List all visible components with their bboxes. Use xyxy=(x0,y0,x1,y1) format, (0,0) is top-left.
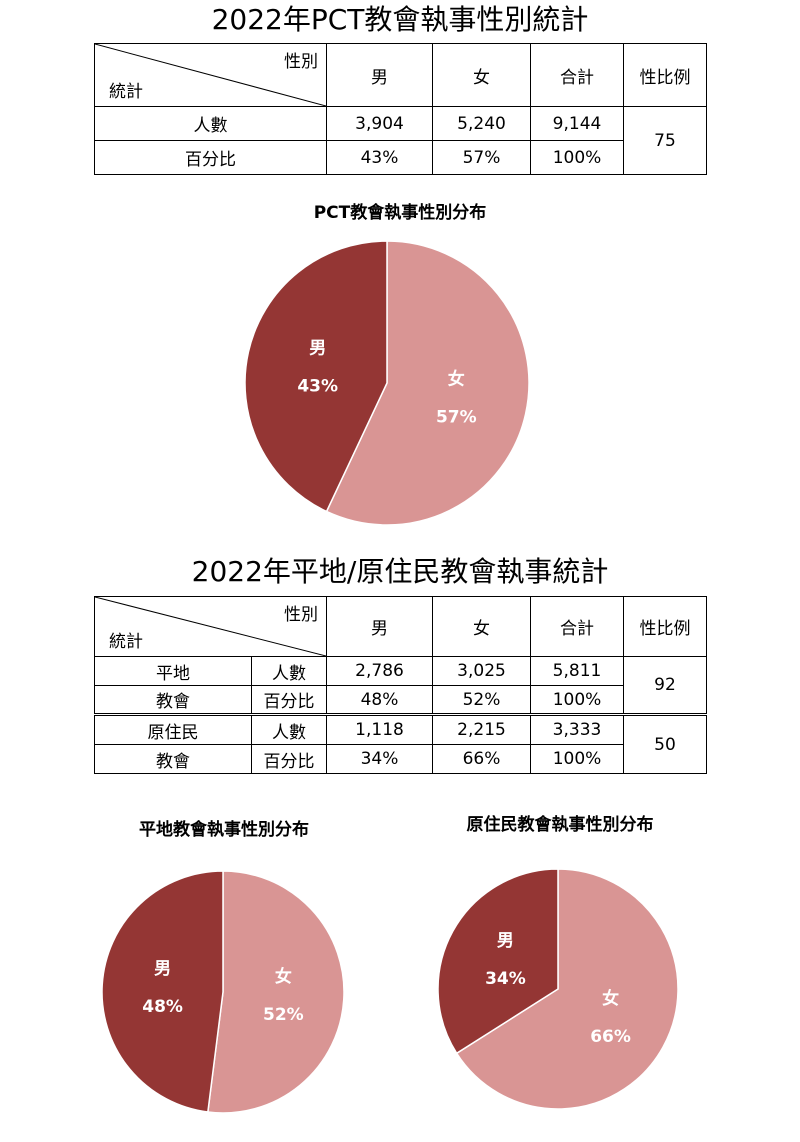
table2-row-label: 人數 xyxy=(251,713,327,745)
table1: 性別 統計 男 女 合計 性比例 人數 3,904 5,240 9,144 75… xyxy=(94,43,707,175)
table2-cell: 66% xyxy=(432,744,531,774)
table2-cell: 100% xyxy=(530,744,624,774)
pie-category-label: 男 xyxy=(497,931,514,951)
chart2-pie: 女 52% 男 48% xyxy=(101,870,345,1114)
table2-cell: 3,333 xyxy=(530,713,624,745)
chart2-title: 平地教會執事性別分布 xyxy=(139,820,309,840)
table2-corner-top: 性別 xyxy=(284,605,318,625)
chart3-title: 原住民教會執事性別分布 xyxy=(466,815,654,835)
table2-cell: 34% xyxy=(326,744,433,774)
table1-header-sex-ratio: 性比例 xyxy=(623,43,707,107)
table2: 性別 統計 男 女 合計 性比例 平地 人數 2,786 3,025 5,811… xyxy=(94,596,707,774)
table1-corner-top: 性別 xyxy=(284,52,318,72)
pie-slice-male xyxy=(101,870,224,1113)
chart1-title: PCT教會執事性別分布 xyxy=(313,203,487,223)
table2-corner-cell: 性別 統計 xyxy=(94,596,327,657)
table1-cell: 100% xyxy=(530,140,624,175)
pie-percent-label: 34% xyxy=(485,969,526,989)
table1-header-male: 男 xyxy=(326,43,433,107)
table1-cell: 57% xyxy=(432,140,531,175)
pie-percent-label: 52% xyxy=(263,1005,304,1025)
table2-header-sex-ratio: 性比例 xyxy=(623,596,707,657)
table1-header-total: 合計 xyxy=(530,43,624,107)
pie-category-label: 女 xyxy=(602,988,619,1009)
table2-header-male: 男 xyxy=(326,596,433,657)
chart3-pie: 女 66% 男 34% xyxy=(437,868,679,1110)
table2-row-label: 百分比 xyxy=(251,744,327,774)
table1-row-label: 人數 xyxy=(94,106,327,141)
table1-sex-ratio: 75 xyxy=(623,106,707,175)
pie-category-label: 男 xyxy=(309,339,326,359)
table2-cell: 2,786 xyxy=(326,656,433,686)
table2-sex-ratio: 50 xyxy=(623,713,707,774)
table2-group-name: 教會 xyxy=(94,744,252,774)
pie-slice-male xyxy=(244,240,388,513)
pie-slice-female xyxy=(455,868,679,1110)
table1-cell: 9,144 xyxy=(530,106,624,141)
table2-row-label: 人數 xyxy=(251,656,327,686)
table2-group-name: 原住民 xyxy=(94,713,252,745)
table1-cell: 5,240 xyxy=(432,106,531,141)
table2-cell: 3,025 xyxy=(432,656,531,686)
table2-cell: 5,811 xyxy=(530,656,624,686)
table2-sex-ratio: 92 xyxy=(623,656,707,715)
table2-title: 2022年平地/原住民教會執事統計 xyxy=(191,555,609,588)
table1-row-label: 百分比 xyxy=(94,140,327,175)
pie-percent-label: 43% xyxy=(297,377,338,397)
pie-category-label: 女 xyxy=(448,368,465,389)
table1-title: 2022年PCT教會執事性別統計 xyxy=(211,3,589,36)
table2-group-name: 平地 xyxy=(94,656,252,686)
table2-cell: 52% xyxy=(432,685,531,715)
table2-cell: 2,215 xyxy=(432,713,531,745)
pie-percent-label: 48% xyxy=(142,997,183,1017)
table2-cell: 100% xyxy=(530,685,624,715)
pie-percent-label: 57% xyxy=(436,407,477,427)
pie-slice-female xyxy=(325,240,530,526)
table2-cell: 48% xyxy=(326,685,433,715)
chart1-pie: 女 57% 男 43% xyxy=(244,240,530,526)
table1-corner-bottom: 統計 xyxy=(109,82,143,102)
table2-corner-bottom: 統計 xyxy=(109,632,143,652)
table1-cell: 43% xyxy=(326,140,433,175)
table2-cell: 1,118 xyxy=(326,713,433,745)
pie-slice-male xyxy=(437,868,559,1055)
table2-header-female: 女 xyxy=(432,596,531,657)
table2-group-name: 教會 xyxy=(94,685,252,715)
table1-cell: 3,904 xyxy=(326,106,433,141)
pie-slice-female xyxy=(206,870,345,1114)
pie-category-label: 女 xyxy=(275,966,292,987)
table2-row-label: 百分比 xyxy=(251,685,327,715)
pie-category-label: 男 xyxy=(154,959,171,979)
pie-percent-label: 66% xyxy=(590,1027,631,1047)
table1-header-female: 女 xyxy=(432,43,531,107)
table2-header-total: 合計 xyxy=(530,596,624,657)
table1-corner-cell: 性別 統計 xyxy=(94,43,327,107)
